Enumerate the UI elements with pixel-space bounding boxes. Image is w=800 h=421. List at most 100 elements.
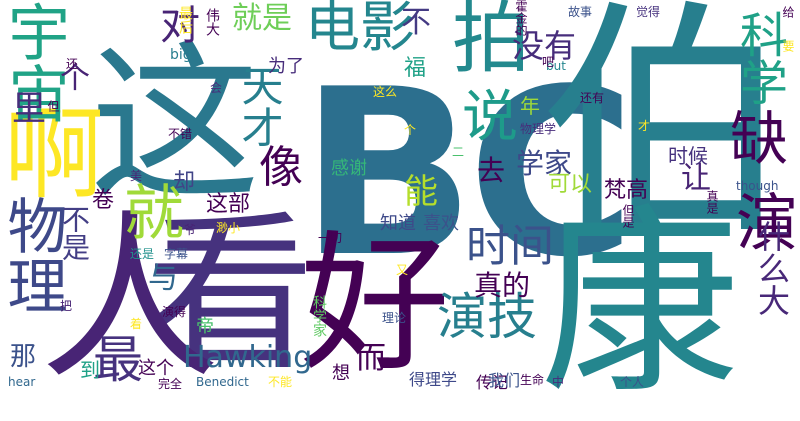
- cloud-word: 年: [520, 94, 540, 118]
- cloud-word: 演技: [437, 288, 537, 346]
- cloud-word: 那: [10, 342, 37, 372]
- cloud-word: 还是: [130, 247, 155, 261]
- cloud-word: 中: [552, 375, 565, 389]
- cloud-word: big: [170, 47, 192, 63]
- cloud-word: 给: [781, 6, 795, 18]
- cloud-word: 要: [781, 40, 795, 52]
- cloud-word: 却: [173, 170, 196, 195]
- cloud-word: 完全: [158, 377, 183, 391]
- cloud-word: 不能: [268, 375, 293, 389]
- cloud-word: 但: [46, 100, 60, 112]
- cloud-word: 不错: [168, 127, 193, 141]
- cloud-word: 这部: [206, 192, 251, 217]
- cloud-word: 我们: [488, 371, 521, 390]
- cloud-word: 知道: [380, 213, 416, 234]
- cloud-word: 才: [638, 119, 651, 133]
- cloud-word: 最后: [177, 6, 193, 34]
- cloud-word: 演得: [162, 305, 187, 319]
- cloud-word: 生命: [520, 373, 545, 387]
- cloud-word: Hawking: [183, 340, 313, 375]
- cloud-word: 电影: [305, 0, 416, 59]
- cloud-word: 个: [404, 123, 417, 137]
- cloud-word: 还: [66, 57, 79, 71]
- cloud-word: 可以: [548, 172, 593, 197]
- cloud-word: BC: [300, 41, 636, 308]
- cloud-word: 吧: [542, 55, 555, 69]
- cloud-word: 没有: [512, 27, 577, 65]
- cloud-word: 理论: [382, 311, 407, 325]
- cloud-word: 感谢: [331, 158, 367, 179]
- cloud-word: 传记: [476, 373, 509, 392]
- cloud-word: 时候: [668, 144, 708, 168]
- cloud-word: 里: [12, 89, 46, 129]
- cloud-word: 二: [452, 145, 465, 159]
- cloud-word: 霍金的: [514, 0, 528, 36]
- cloud-word: 字幕: [164, 247, 189, 261]
- cloud-word: 康: [540, 188, 741, 421]
- cloud-word: 科学: [731, 10, 787, 106]
- cloud-word: though: [736, 179, 779, 193]
- cloud-word: 伯: [540, 0, 790, 270]
- cloud-word: 看: [145, 196, 316, 394]
- cloud-word: 真的: [474, 269, 531, 302]
- cloud-word: 不: [401, 5, 431, 40]
- cloud-word: 物理学: [520, 122, 557, 136]
- cloud-word: 这: [90, 26, 261, 224]
- cloud-word: 喜欢: [423, 213, 459, 234]
- cloud-word: 一切: [318, 231, 343, 245]
- cloud-word: 梵高: [604, 178, 649, 203]
- cloud-word: 啊: [4, 96, 104, 213]
- cloud-word: 让: [681, 161, 711, 196]
- cloud-word: 而: [356, 341, 386, 376]
- cloud-word: 真是: [705, 190, 719, 214]
- cloud-word: 个人: [620, 375, 645, 389]
- cloud-word: 说: [462, 85, 518, 150]
- cloud-word: 渺小: [216, 221, 241, 235]
- cloud-word: 人: [40, 195, 221, 404]
- cloud-word: 就是: [232, 1, 292, 36]
- cloud-word: 像: [259, 142, 303, 193]
- cloud-word: 时间: [466, 221, 554, 272]
- cloud-word: 把: [60, 299, 73, 313]
- cloud-word: 为了: [268, 56, 304, 77]
- cloud-word: 演: [725, 190, 798, 252]
- cloud-word: 就: [124, 179, 184, 249]
- cloud-word: 个: [60, 61, 90, 96]
- cloud-word: 对: [160, 3, 200, 49]
- cloud-word: 帝: [196, 316, 214, 337]
- cloud-word: 但是: [621, 204, 635, 228]
- word-cloud: BC 伯 康 看 好 人 这 啊 物理 宇宙 电影 拍 演技 演 缺 科学 就 …: [0, 0, 798, 405]
- cloud-word: 不是: [58, 205, 91, 261]
- cloud-word: 缺: [730, 105, 789, 173]
- cloud-word: 会: [210, 81, 223, 95]
- cloud-word: 去: [477, 154, 506, 187]
- cloud-word: Benedict: [196, 375, 249, 389]
- cloud-word: 美: [130, 169, 143, 183]
- cloud-word: 又: [396, 263, 409, 277]
- cloud-word: 宇宙: [0, 0, 70, 124]
- cloud-word: 这个: [138, 358, 174, 379]
- cloud-word: 天才: [235, 64, 284, 148]
- cloud-word: 到: [80, 358, 100, 382]
- cloud-word: hear: [8, 375, 36, 389]
- cloud-word: 着: [130, 317, 143, 331]
- cloud-word: 能: [404, 172, 438, 212]
- cloud-word: 伟大: [204, 8, 220, 36]
- cloud-word: 爷: [184, 223, 197, 237]
- cloud-word: but: [546, 59, 566, 73]
- cloud-word: 这么: [373, 85, 398, 99]
- cloud-word: 物理: [0, 195, 67, 315]
- cloud-word: 还有: [580, 91, 605, 105]
- cloud-word: 科学家: [311, 295, 327, 337]
- cloud-word: 觉得: [636, 5, 661, 19]
- cloud-word: 与: [148, 261, 178, 296]
- cloud-word: 什么大: [753, 220, 791, 316]
- cloud-word: 拍: [452, 0, 531, 84]
- cloud-word: 卷: [92, 188, 115, 213]
- cloud-word: 想: [332, 363, 350, 384]
- cloud-word: 得理学: [409, 370, 458, 389]
- cloud-word: 好: [300, 218, 451, 392]
- cloud-word: 学家: [516, 147, 573, 180]
- cloud-word: 福: [404, 56, 427, 81]
- cloud-word: 最: [93, 331, 143, 389]
